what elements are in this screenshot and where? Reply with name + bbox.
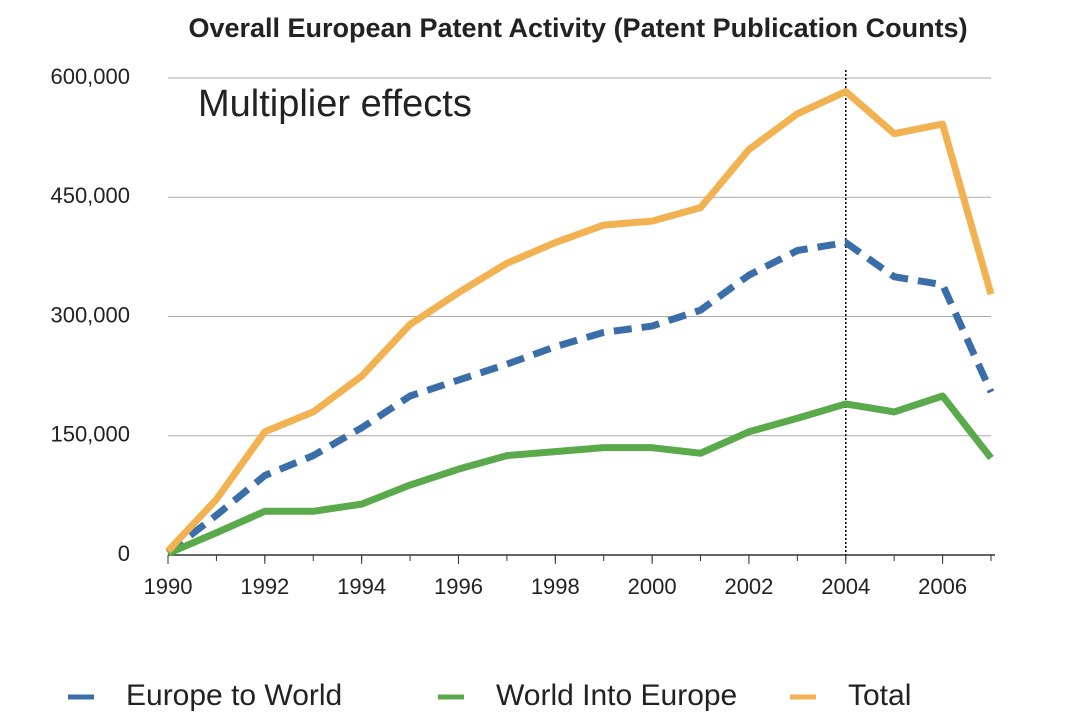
- x-tick-label: 2002: [724, 574, 773, 599]
- x-tick-label: 1990: [144, 574, 193, 599]
- legend-label: Total: [848, 679, 911, 712]
- legend-label: Europe to World: [126, 679, 342, 712]
- chart-title: Overall European Patent Activity (Patent…: [188, 13, 967, 43]
- y-tick-label: 0: [118, 541, 130, 566]
- x-tick-label: 2000: [628, 574, 677, 599]
- y-tick-label: 150,000: [50, 422, 130, 447]
- y-tick-label: 450,000: [50, 183, 130, 208]
- annotation: Multiplier effects: [198, 83, 472, 125]
- series-line: [165, 88, 995, 554]
- x-tick-label: 1992: [240, 574, 289, 599]
- x-tick-label: 2006: [918, 574, 967, 599]
- y-tick-label: 600,000: [50, 64, 130, 89]
- x-tick-label: 1994: [337, 574, 386, 599]
- series-line: [165, 239, 995, 556]
- x-tick-label: 1998: [531, 574, 580, 599]
- y-tick-label: 300,000: [50, 302, 130, 327]
- x-tick-label: 2004: [821, 574, 870, 599]
- x-tick-label: 1996: [434, 574, 483, 599]
- legend-label: World Into Europe: [496, 679, 737, 712]
- series-line: [166, 392, 994, 557]
